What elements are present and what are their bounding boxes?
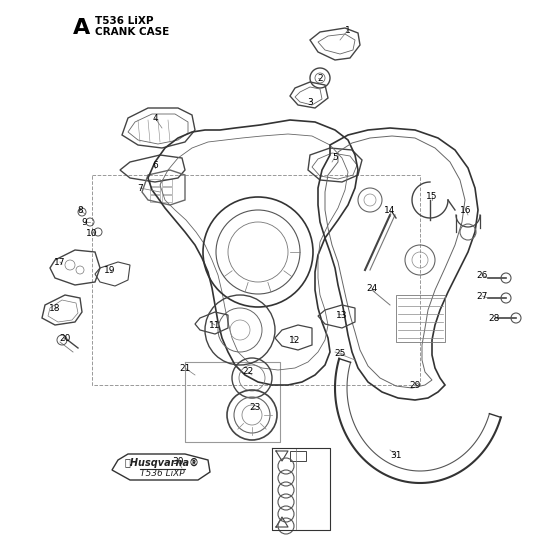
- Text: 20: 20: [59, 334, 71, 343]
- Text: 10: 10: [86, 228, 98, 237]
- Text: 2: 2: [317, 73, 323, 82]
- Bar: [162, 179, 172, 186]
- Text: 18: 18: [49, 304, 60, 312]
- Text: 16: 16: [460, 206, 472, 214]
- Text: 23: 23: [249, 404, 261, 413]
- Text: 6: 6: [152, 161, 158, 170]
- Text: 3: 3: [307, 97, 313, 106]
- Text: 12: 12: [290, 335, 301, 344]
- Text: 29: 29: [409, 380, 421, 390]
- Text: 11: 11: [209, 320, 221, 329]
- Text: 24: 24: [366, 283, 377, 292]
- Text: 1: 1: [345, 26, 351, 35]
- Bar: [162, 195, 172, 202]
- Bar: [150, 195, 160, 202]
- Text: T536 LiXP: T536 LiXP: [139, 469, 184, 478]
- Text: CRANK CASE: CRANK CASE: [95, 27, 169, 37]
- Text: A: A: [73, 18, 90, 38]
- Text: ⓗHusqvarna®: ⓗHusqvarna®: [124, 458, 199, 468]
- Text: 13: 13: [336, 310, 348, 320]
- Text: 17: 17: [54, 258, 66, 267]
- Text: 14: 14: [384, 206, 396, 214]
- Text: 15: 15: [426, 192, 438, 200]
- Text: 28: 28: [488, 314, 500, 323]
- Text: 9: 9: [81, 217, 87, 226]
- Text: T536 LiXP: T536 LiXP: [95, 16, 153, 26]
- Bar: [290, 451, 306, 461]
- Text: 30: 30: [172, 458, 184, 466]
- Text: 7: 7: [137, 184, 143, 193]
- Text: 19: 19: [104, 265, 116, 274]
- Text: 4: 4: [152, 114, 158, 123]
- Text: 25: 25: [334, 348, 346, 357]
- Text: 22: 22: [242, 367, 254, 376]
- Text: 5: 5: [332, 152, 338, 161]
- Bar: [150, 187, 160, 194]
- Text: 8: 8: [77, 206, 83, 214]
- Text: 26: 26: [477, 270, 488, 279]
- Bar: [150, 179, 160, 186]
- Text: 31: 31: [390, 450, 402, 460]
- Bar: [162, 187, 172, 194]
- Text: 21: 21: [179, 363, 191, 372]
- Text: 27: 27: [477, 292, 488, 301]
